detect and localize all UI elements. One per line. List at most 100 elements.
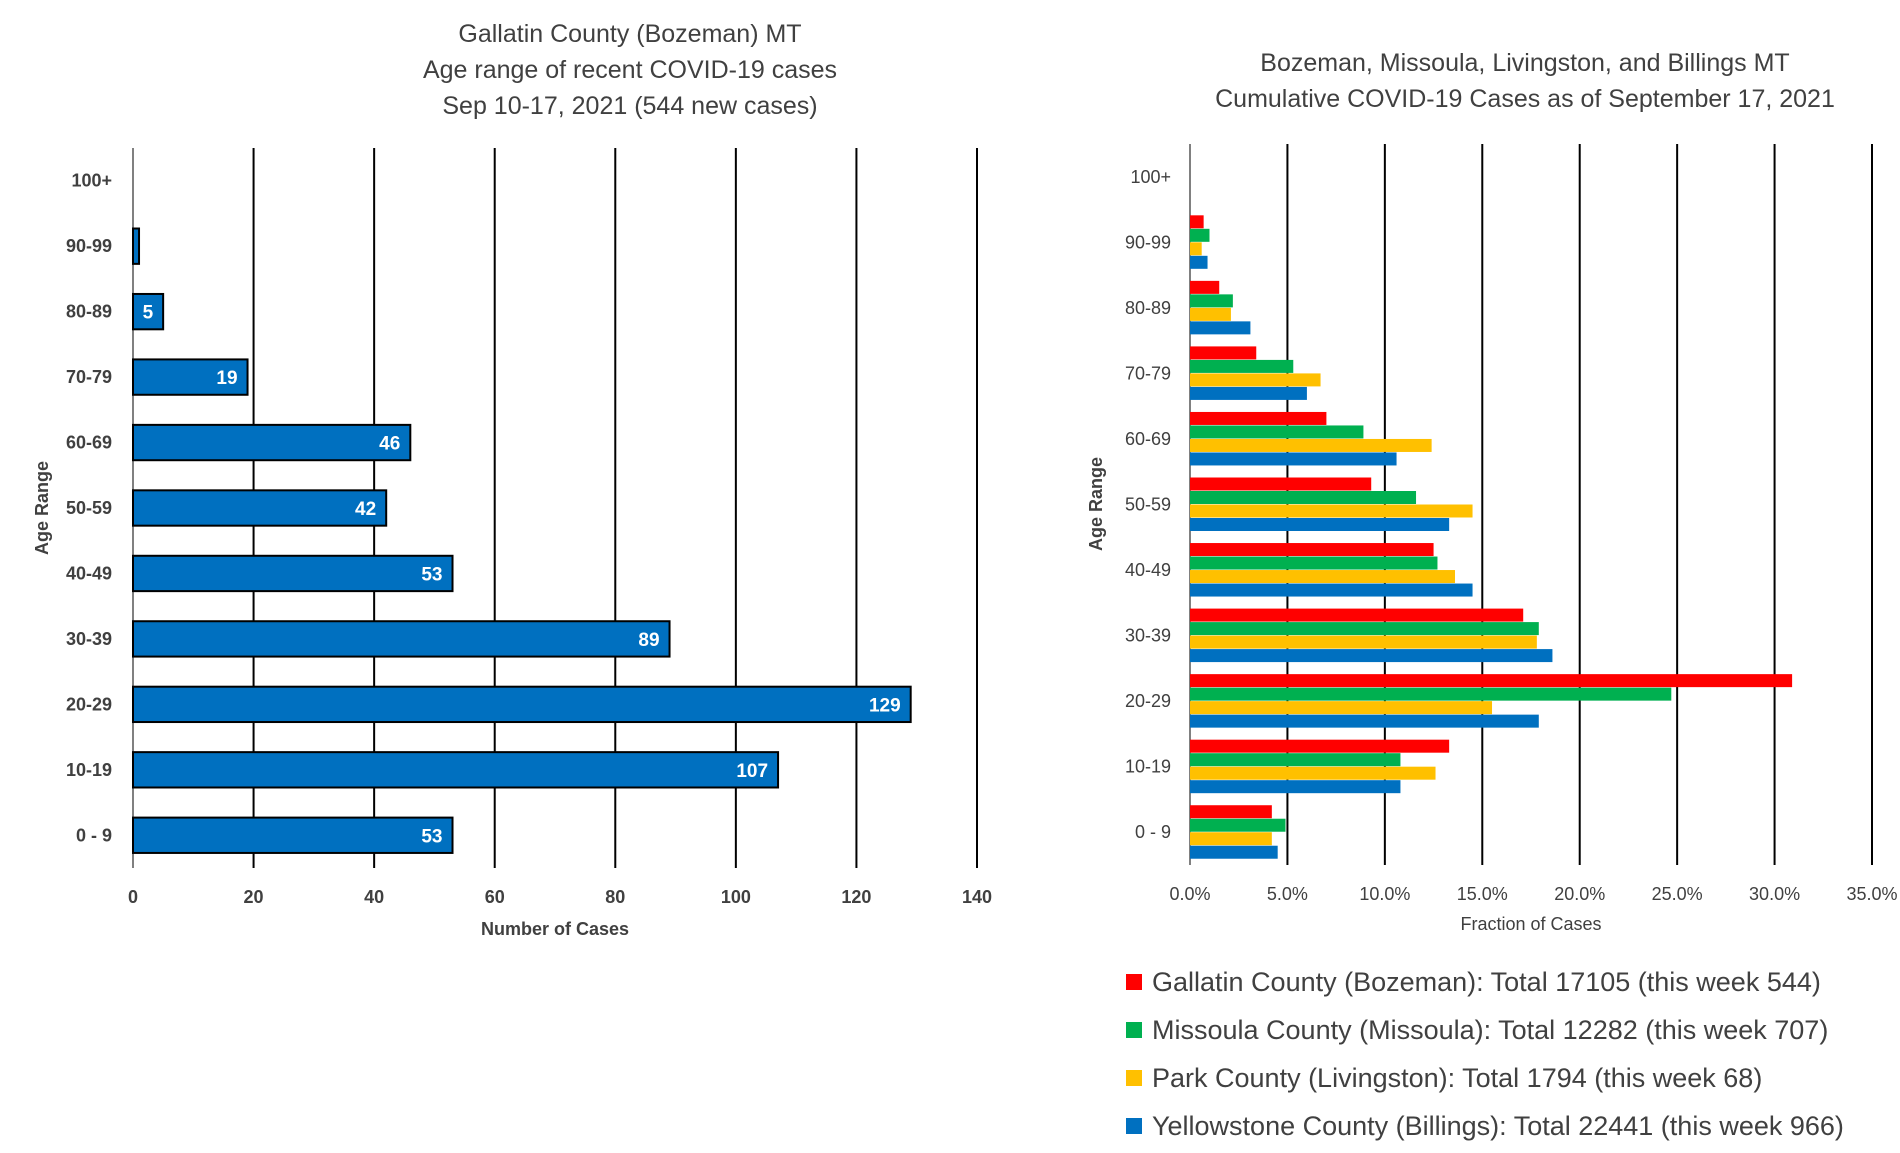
left-data-label: 89 xyxy=(638,630,659,651)
right-y-tick-label: 60-69 xyxy=(1125,429,1171,449)
right-bar-90-99-series-2 xyxy=(1190,228,1210,242)
right-bar-10-19-series-3 xyxy=(1190,766,1436,780)
right-bar-chart: 0.0% 5.0% 10.0% 15.0% 20.0% 25.0% 30.0% 35.0% 0 … xyxy=(1086,144,1898,934)
left-x-tick-label: 40 xyxy=(364,887,384,907)
right-bar-70-79-series-1 xyxy=(1190,346,1257,360)
left-x-tick-label: 140 xyxy=(962,887,992,907)
right-bar-70-79-series-4 xyxy=(1190,386,1307,400)
left-y-axis-title: Age Range xyxy=(32,461,52,555)
left-x-tick-label: 120 xyxy=(841,887,871,907)
left-title-line-3: Sep 10-17, 2021 (544 new cases) xyxy=(442,92,818,120)
left-data-label: 5 xyxy=(143,303,154,324)
right-x-tick-label: 35.0% xyxy=(1846,884,1897,904)
left-y-tick-label: 20-29 xyxy=(66,694,112,714)
left-data-label: 19 xyxy=(216,368,237,389)
left-title-line-1: Gallatin County (Bozeman) MT xyxy=(458,20,802,48)
left-data-label: 53 xyxy=(421,564,442,585)
right-bar-20-29-series-3 xyxy=(1190,701,1493,715)
left-data-label: 129 xyxy=(869,695,901,716)
left-data-label: 53 xyxy=(421,826,442,847)
right-y-tick-label: 90-99 xyxy=(1125,232,1171,252)
right-bar-60-69-series-1 xyxy=(1190,411,1327,425)
left-x-tick-label: 0 xyxy=(128,887,138,907)
right-bar-60-69-series-3 xyxy=(1190,438,1432,452)
right-bar-80-89-series-3 xyxy=(1190,307,1231,321)
left-y-tick-label: 90-99 xyxy=(66,236,112,256)
right-bar-90-99-series-1 xyxy=(1190,215,1204,229)
right-chart-legend: Gallatin County (Bozeman): Total 17105 (… xyxy=(1126,958,1844,1150)
right-bar-40-49-series-3 xyxy=(1190,570,1456,584)
right-bar-50-59-series-4 xyxy=(1190,518,1450,531)
right-bar-70-79-series-2 xyxy=(1190,359,1294,373)
left-y-tick-label: 60-69 xyxy=(66,433,112,453)
right-x-tick-label: 5.0% xyxy=(1267,884,1308,904)
right-bar-20-29-series-2 xyxy=(1190,687,1672,701)
right-bar-50-59-series-2 xyxy=(1190,491,1417,504)
left-y-tick-label: 40-49 xyxy=(66,563,112,583)
left-bar-30-39 xyxy=(132,620,671,658)
left-data-label: 107 xyxy=(736,761,768,782)
right-y-tick-label: 70-79 xyxy=(1125,363,1171,383)
left-y-tick-label: 50-59 xyxy=(66,498,112,518)
right-y-tick-label: 100+ xyxy=(1130,167,1171,187)
right-bar-0-9-series-1 xyxy=(1190,805,1272,819)
left-y-tick-label: 100+ xyxy=(71,171,112,191)
legend-item: Gallatin County (Bozeman): Total 17105 (… xyxy=(1126,958,1844,1006)
legend-label: Missoula County (Missoula): Total 12282 … xyxy=(1152,1014,1829,1045)
right-bar-10-19-series-1 xyxy=(1190,739,1450,753)
left-bar-90-99 xyxy=(132,227,141,265)
right-bar-10-19-series-4 xyxy=(1190,780,1401,794)
right-x-tick-label: 0.0% xyxy=(1169,884,1210,904)
left-bar-60-69 xyxy=(132,423,412,462)
left-bar-80-89 xyxy=(132,292,165,331)
right-bar-90-99-series-4 xyxy=(1190,255,1208,269)
right-bar-0-9-series-4 xyxy=(1190,845,1278,859)
left-title-line-2: Age range of recent COVID-19 cases xyxy=(422,56,838,84)
left-y-tick-label: 0 - 9 xyxy=(76,825,112,845)
right-bar-80-89-series-2 xyxy=(1190,294,1233,308)
legend-swatch xyxy=(1126,974,1142,990)
legend-label: Yellowstone County (Billings): Total 224… xyxy=(1152,1110,1844,1141)
right-bar-20-29-series-4 xyxy=(1190,714,1539,728)
left-y-tick-label: 10-19 xyxy=(66,760,112,780)
left-chart-title: Gallatin County (Bozeman) MT Age range o… xyxy=(230,16,1030,124)
right-bar-10-19-series-2 xyxy=(1190,753,1401,767)
left-x-tick-label: 80 xyxy=(605,887,625,907)
right-y-tick-label: 40-49 xyxy=(1125,560,1171,580)
left-x-tick-label: 100 xyxy=(721,887,751,907)
legend-label: Gallatin County (Bozeman): Total 17105 (… xyxy=(1152,966,1821,997)
legend-swatch xyxy=(1126,1118,1142,1134)
right-bar-60-69-series-4 xyxy=(1190,452,1397,466)
right-y-tick-label: 50-59 xyxy=(1125,495,1171,515)
left-x-tick-label: 60 xyxy=(485,887,505,907)
legend-swatch xyxy=(1126,1022,1142,1038)
right-bar-50-59-series-3 xyxy=(1190,504,1473,518)
right-y-axis-title: Age Range xyxy=(1086,457,1106,551)
left-x-axis-title: Number of Cases xyxy=(481,919,629,939)
right-bar-30-39-series-3 xyxy=(1190,635,1537,649)
left-y-tick-label: 70-79 xyxy=(66,367,112,387)
left-bar-10-19 xyxy=(132,751,780,789)
right-x-axis-title: Fraction of Cases xyxy=(1460,914,1601,934)
legend-item: Missoula County (Missoula): Total 12282 … xyxy=(1126,1006,1844,1054)
left-y-tick-label: 30-39 xyxy=(66,629,112,649)
right-x-tick-label: 30.0% xyxy=(1749,884,1800,904)
left-data-label: 46 xyxy=(379,434,400,455)
left-y-tick-label: 80-89 xyxy=(66,302,112,322)
right-bar-70-79-series-3 xyxy=(1190,373,1321,387)
right-x-tick-label: 15.0% xyxy=(1457,884,1508,904)
right-bar-60-69-series-2 xyxy=(1190,425,1364,439)
right-bar-90-99-series-3 xyxy=(1190,242,1202,256)
left-bar-0-9 xyxy=(132,816,454,854)
right-x-tick-label: 25.0% xyxy=(1652,884,1703,904)
left-x-tick-label: 20 xyxy=(244,887,264,907)
right-bar-30-39-series-1 xyxy=(1190,608,1524,622)
right-bar-40-49-series-4 xyxy=(1190,583,1473,597)
right-bar-50-59-series-1 xyxy=(1190,477,1372,491)
right-y-tick-label: 20-29 xyxy=(1125,691,1171,711)
left-bar-70-79 xyxy=(132,358,249,396)
right-bar-0-9-series-3 xyxy=(1190,832,1272,846)
legend-item: Park County (Livingston): Total 1794 (th… xyxy=(1126,1054,1844,1102)
right-bar-80-89-series-1 xyxy=(1190,280,1220,294)
right-y-tick-label: 0 - 9 xyxy=(1135,822,1171,842)
